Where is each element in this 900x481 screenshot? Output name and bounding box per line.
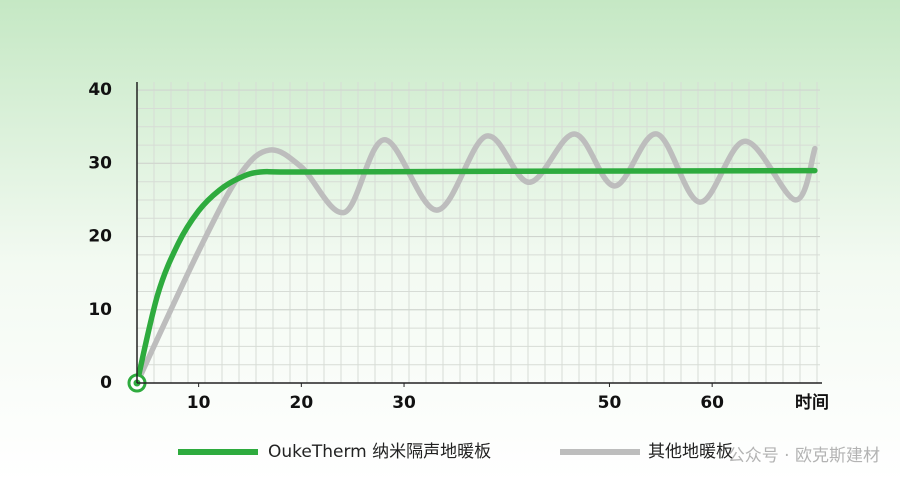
- series-line: [134, 131, 818, 386]
- y-tick-label: 20: [88, 227, 112, 247]
- y-tick-label: 30: [88, 153, 112, 173]
- y-tick-label: 10: [88, 300, 112, 320]
- x-tick-label: 10: [187, 393, 211, 413]
- legend-label: OukeTherm 纳米隔声地暖板: [268, 442, 491, 462]
- watermark: 公众号 · 欧克斯建材: [728, 446, 880, 466]
- legend-label: 其他地暖板: [648, 442, 733, 462]
- y-tick-label: 40: [88, 80, 112, 100]
- series-line: [134, 167, 818, 386]
- x-axis-label: 时间: [795, 392, 829, 413]
- x-tick-label: 20: [289, 393, 313, 413]
- x-tick-label: 50: [598, 393, 622, 413]
- x-tick-label: 60: [700, 393, 724, 413]
- x-tick-label: 30: [392, 393, 416, 413]
- grid: [137, 82, 820, 384]
- y-tick-label: 0: [100, 373, 112, 393]
